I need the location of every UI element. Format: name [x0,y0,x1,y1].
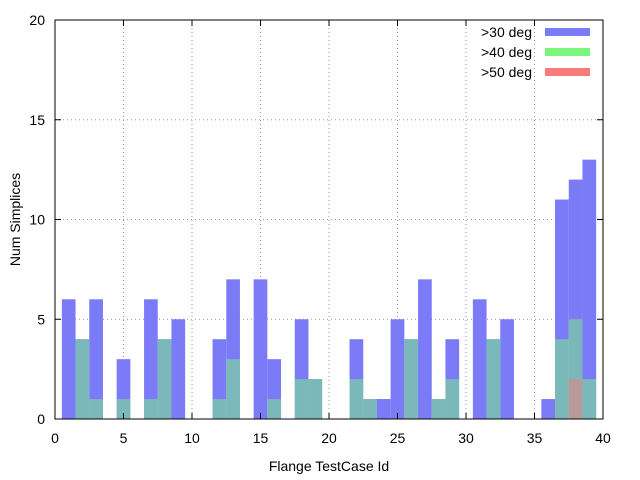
x-tick-label: 5 [120,430,128,446]
x-tick-label: 0 [51,430,59,446]
bar-2 [144,399,158,419]
bar-2 [116,399,131,419]
bar-1 [89,299,103,419]
bar-1 [390,319,405,419]
bar-2 [555,339,569,419]
x-tick-label: 15 [253,430,269,446]
bar-1 [171,319,186,419]
x-tick-label: 40 [595,430,611,446]
bar-2 [445,379,460,419]
bars [61,159,597,419]
legend-label: >50 deg [481,64,532,80]
y-tick-label: 20 [29,12,45,28]
y-tick-label: 15 [29,112,45,128]
bar-1 [418,279,432,419]
x-tick-label: 25 [390,430,406,446]
bar-2 [363,399,377,419]
bar-2 [226,359,240,419]
bar-1 [144,299,158,419]
x-tick-label: 10 [184,430,200,446]
y-axis-label: Num Simplices [7,173,23,266]
x-tick-label: 20 [321,430,337,446]
bar-1 [472,299,487,419]
bar-2 [157,339,172,419]
bar-2 [404,339,419,419]
bar-1 [500,319,514,419]
bar-2 [89,399,103,419]
bar-2 [349,379,364,419]
legend-label: >30 deg [481,24,532,40]
bar-1 [582,159,597,419]
bar-2 [308,379,323,419]
ticks: 0 5 10 15 20 25 30 35 40 0 5 10 15 20 [29,12,611,446]
x-axis-label: Flange TestCase Id [269,458,389,474]
bar-1 [541,399,556,419]
bar-2 [486,339,501,419]
y-tick-label: 5 [37,311,45,327]
legend-swatch [545,68,590,76]
bar-1 [253,279,268,419]
y-tick-label: 10 [29,212,45,228]
bar-2 [582,379,597,419]
legend-swatch [545,28,590,36]
bar-1 [61,299,76,419]
bar-3 [568,379,583,419]
bar-2 [267,399,282,419]
bar-1 [376,399,391,419]
x-tick-label: 30 [458,430,474,446]
bar-2 [212,399,227,419]
bar-2 [75,339,90,419]
legend-swatch [545,48,590,56]
legend: >30 deg >40 deg >50 deg [481,24,590,80]
bar-2 [294,379,309,419]
bar-2 [431,399,446,419]
x-tick-label: 35 [527,430,543,446]
legend-label: >40 deg [481,44,532,60]
y-tick-label: 0 [37,411,45,427]
